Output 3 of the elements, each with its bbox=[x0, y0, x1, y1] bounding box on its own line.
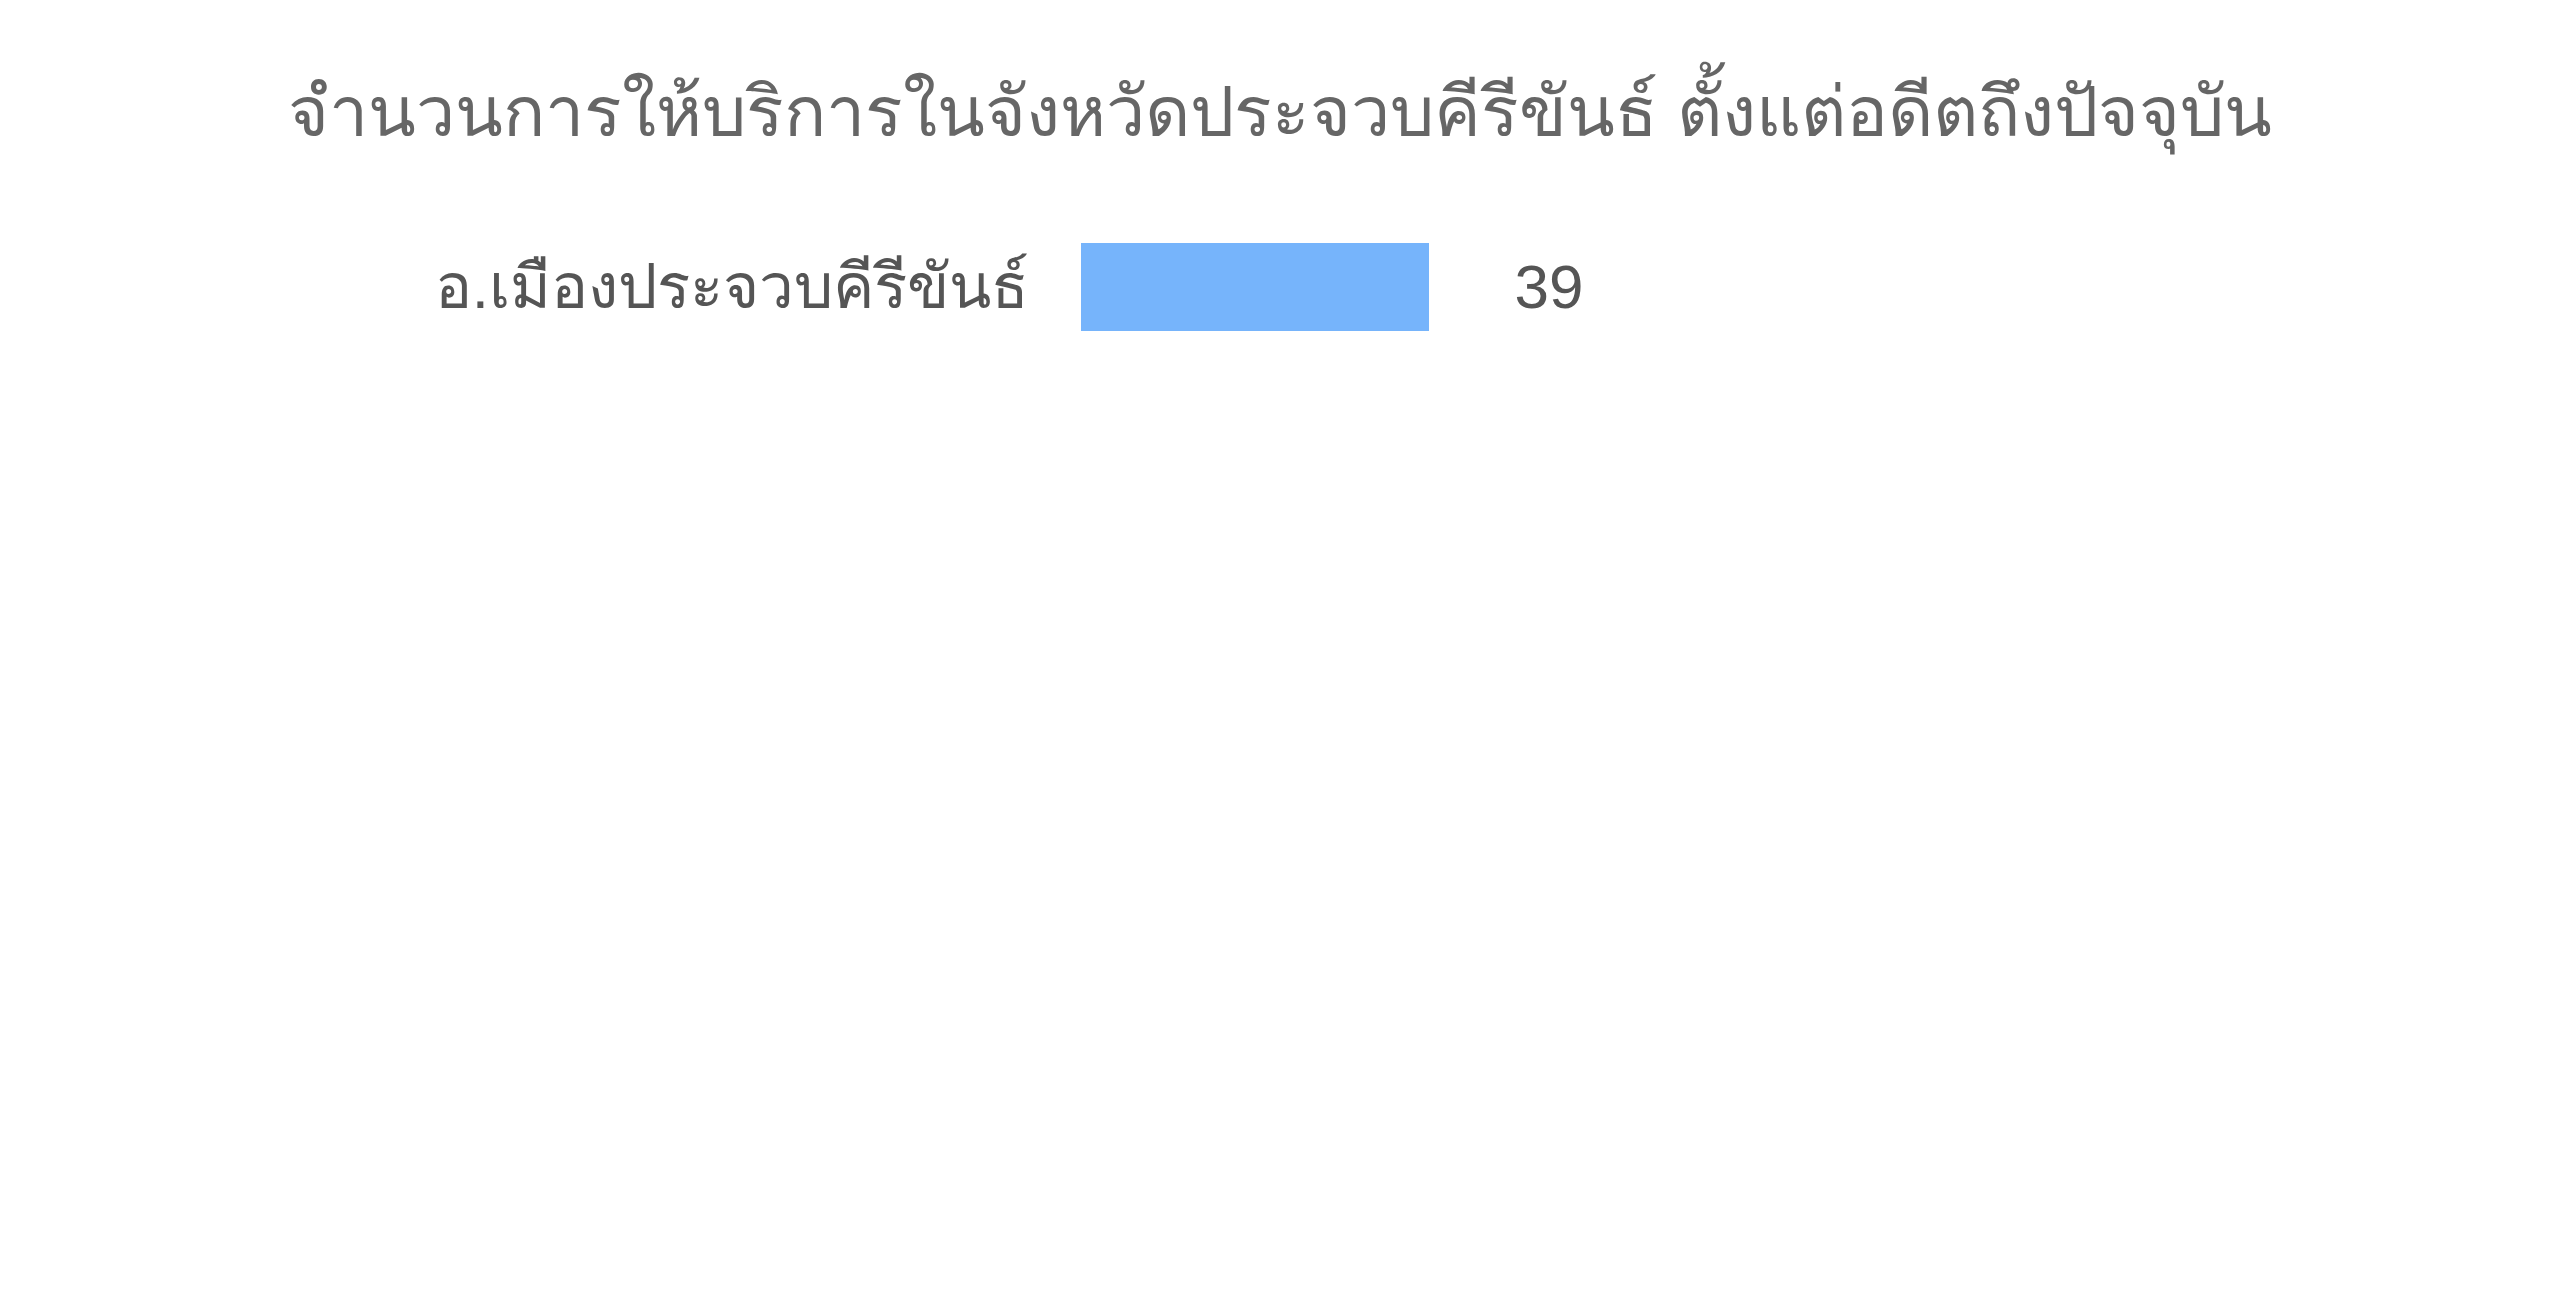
data-label: 39 bbox=[1514, 251, 1584, 324]
category-label: อ.เมืองประจวบคีรีขันธ์ bbox=[434, 251, 1029, 324]
title: จำนวนการให้บริการในจังหวัดประจวบคีรีขันธ์ ตั้งแต่อดีตถึงปัจจุบัน bbox=[287, 52, 2273, 172]
